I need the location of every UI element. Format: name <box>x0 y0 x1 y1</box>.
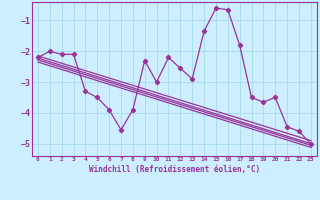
X-axis label: Windchill (Refroidissement éolien,°C): Windchill (Refroidissement éolien,°C) <box>89 165 260 174</box>
